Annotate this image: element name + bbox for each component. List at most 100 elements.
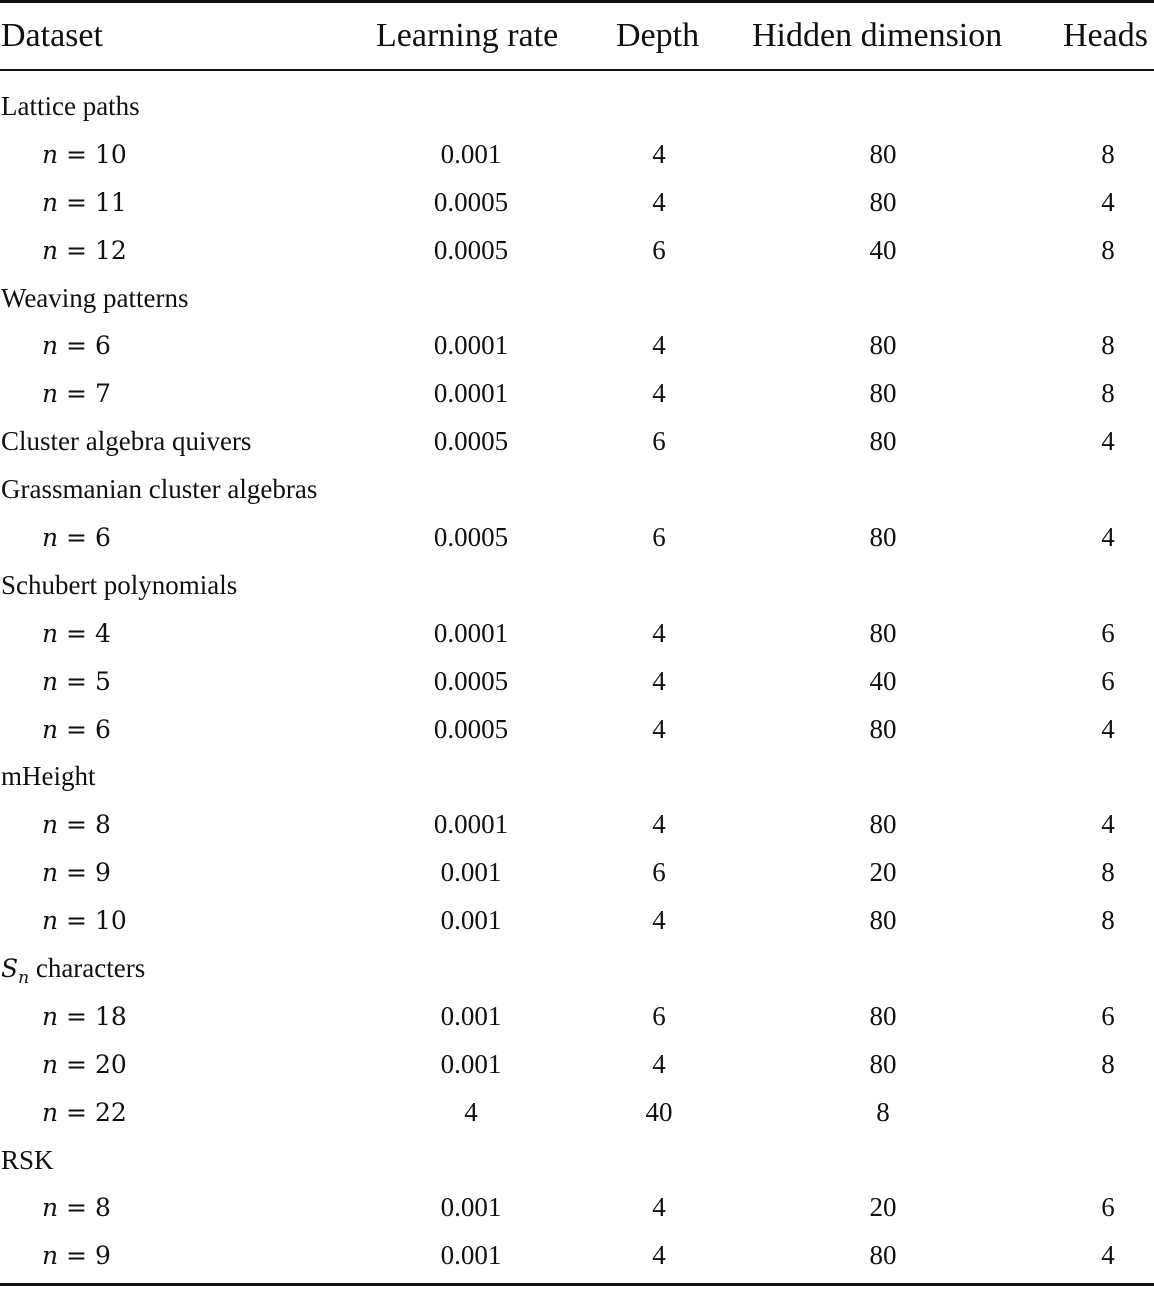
cell-learning-rate: 0.0005 — [433, 713, 509, 744]
group-label: Grassmanian cluster algebras — [1, 474, 318, 505]
cell-learning-rate: 0.0005 — [433, 186, 509, 217]
cell-hidden-dimension: 40 — [869, 234, 897, 265]
row-equals: = — [58, 331, 95, 361]
row-equals: = — [58, 1001, 95, 1031]
table-row: n = 20 0.001 4 80 8 — [0, 1041, 1154, 1089]
row-parameter: n = 12 — [42, 227, 127, 275]
row-variable: n — [42, 858, 59, 888]
cell-heads: 8 — [1101, 857, 1115, 888]
cell-depth: 4 — [652, 1192, 666, 1223]
cell-hidden-dimension: 80 — [869, 1000, 897, 1031]
table-body: Lattice paths n = 10 0.001 4 80 8 n = 11 0.0005… — [0, 83, 1154, 1280]
row-parameter: n = 5 — [42, 658, 111, 706]
cell-depth: 4 — [652, 330, 666, 361]
table-header: Dataset Learning rate Depth Hidden dimen… — [0, 0, 1154, 70]
group-label-text: characters — [29, 953, 146, 984]
group-symbol-subscript: n — [18, 968, 30, 989]
group-symbol: S — [1, 954, 19, 984]
row-parameter: n = 9 — [42, 1232, 111, 1280]
row-equals: = — [58, 235, 95, 265]
header-heads: Heads — [1063, 17, 1148, 54]
table-row: n = 5 0.0005 4 40 6 — [0, 658, 1154, 706]
row-parameter: n = 10 — [42, 897, 127, 945]
cell-depth: 4 — [652, 617, 666, 648]
group-label: Weaving patterns — [1, 282, 189, 313]
row-value: 5 — [94, 666, 111, 696]
row-equals: = — [58, 666, 95, 696]
cell-heads: 8 — [1101, 378, 1115, 409]
cell-depth: 4 — [652, 1048, 666, 1079]
cell-hidden-dimension: 80 — [869, 905, 897, 936]
cell-depth: 40 — [645, 1096, 673, 1127]
cell-heads: 8 — [1101, 234, 1115, 265]
row-equals: = — [58, 379, 95, 409]
cell-hidden-dimension: 80 — [869, 713, 897, 744]
cell-depth: 4 — [652, 905, 666, 936]
row-equals: = — [58, 714, 95, 744]
cell-depth: 4 — [652, 186, 666, 217]
table-row: n = 9 0.001 6 20 8 — [0, 849, 1154, 897]
row-value: 20 — [94, 1049, 127, 1079]
header-depth: Depth — [616, 17, 700, 54]
cell-depth: 4 — [652, 378, 666, 409]
table-group-row: Weaving patterns — [0, 275, 1154, 323]
row-value: 8 — [94, 810, 111, 840]
group-label: Sn characters — [1, 945, 145, 993]
cell-heads: 4 — [1101, 809, 1115, 840]
table-row: n = 6 0.0005 6 80 4 — [0, 514, 1154, 562]
row-variable: n — [42, 1097, 59, 1127]
table-row: n = 22 4 40 8 — [0, 1089, 1154, 1137]
cell-learning-rate: 4 — [464, 1096, 478, 1127]
row-variable: n — [42, 379, 59, 409]
row-value: 6 — [94, 331, 111, 361]
row-parameter: n = 20 — [42, 1041, 127, 1089]
cell-depth: 4 — [652, 1240, 666, 1271]
cell-depth: 4 — [652, 665, 666, 696]
row-equals: = — [58, 906, 95, 936]
cell-hidden-dimension: 20 — [869, 857, 897, 888]
cell-heads: 6 — [1101, 617, 1115, 648]
row-variable: n — [42, 235, 59, 265]
row-variable: n — [42, 1001, 59, 1031]
row-parameter: n = 7 — [42, 370, 111, 418]
row-variable: n — [42, 331, 59, 361]
cell-learning-rate: 0.0001 — [433, 378, 509, 409]
row-value: 11 — [94, 187, 127, 217]
group-label: Cluster algebra quivers — [1, 426, 252, 457]
row-variable: n — [42, 810, 59, 840]
cell-learning-rate: 0.001 — [440, 905, 502, 936]
table-header-rule — [0, 69, 1154, 71]
cell-heads: 4 — [1101, 1240, 1115, 1271]
cell-hidden-dimension: 80 — [869, 330, 897, 361]
row-variable: n — [42, 523, 59, 553]
row-variable: n — [42, 618, 59, 648]
row-equals: = — [58, 1193, 95, 1223]
table-group-row: RSK — [0, 1137, 1154, 1185]
table-row: n = 9 0.001 4 80 4 — [0, 1232, 1154, 1280]
table-group-row: Sn characters — [0, 945, 1154, 993]
group-label: mHeight — [1, 761, 96, 792]
header-hidden-dimension: Hidden dimension — [752, 17, 1003, 54]
row-equals: = — [58, 1049, 95, 1079]
table-group-row: Schubert polynomials — [0, 562, 1154, 610]
row-value: 9 — [94, 1241, 111, 1271]
cell-hidden-dimension: 80 — [869, 1048, 897, 1079]
row-variable: n — [42, 1193, 59, 1223]
cell-heads — [1058, 1089, 1154, 1137]
group-label: RSK — [1, 1144, 54, 1175]
group-label: Schubert polynomials — [1, 569, 238, 600]
row-equals: = — [58, 523, 95, 553]
row-parameter: n = 10 — [42, 131, 127, 179]
group-label: Lattice paths — [1, 91, 140, 121]
row-equals: = — [58, 1241, 95, 1271]
row-variable: n — [42, 1241, 59, 1271]
row-parameter: n = 22 — [42, 1089, 127, 1137]
table-group-row: mHeight — [0, 753, 1154, 801]
row-equals: = — [58, 139, 95, 169]
table-bottom-rule — [0, 1283, 1154, 1286]
row-parameter: n = 11 — [42, 179, 127, 227]
row-value: 10 — [94, 139, 127, 169]
row-equals: = — [58, 618, 95, 648]
cell-depth: 6 — [652, 234, 666, 265]
table-row: n = 10 0.001 4 80 8 — [0, 897, 1154, 945]
